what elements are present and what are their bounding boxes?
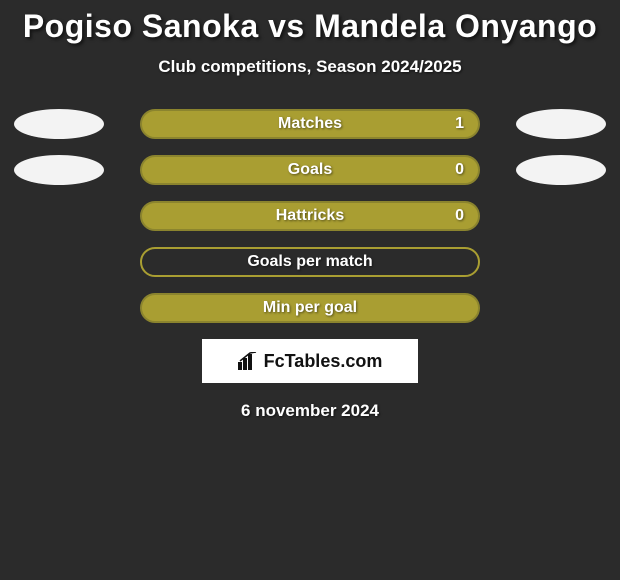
player-ellipse-left bbox=[14, 155, 104, 185]
stats-area: Matches 1 Goals 0 Hattricks 0 Goals per match M… bbox=[0, 109, 620, 323]
stat-row: Min per goal bbox=[0, 293, 620, 323]
date-line: 6 november 2024 bbox=[0, 401, 620, 421]
stat-value-right: 0 bbox=[455, 207, 464, 225]
subtitle: Club competitions, Season 2024/2025 bbox=[0, 57, 620, 77]
stat-label: Goals bbox=[288, 161, 332, 179]
stat-row: Goals 0 bbox=[0, 155, 620, 185]
stat-label: Hattricks bbox=[276, 207, 344, 225]
stat-bar: Goals 0 bbox=[140, 155, 480, 185]
player-ellipse-right bbox=[516, 109, 606, 139]
stat-bar: Goals per match bbox=[140, 247, 480, 277]
stat-row: Matches 1 bbox=[0, 109, 620, 139]
player-ellipse-left bbox=[14, 109, 104, 139]
stat-bar: Hattricks 0 bbox=[140, 201, 480, 231]
page-title: Pogiso Sanoka vs Mandela Onyango bbox=[0, 0, 620, 45]
player-ellipse-right bbox=[516, 155, 606, 185]
stat-label: Matches bbox=[278, 115, 342, 133]
stat-value-right: 0 bbox=[455, 161, 464, 179]
stat-bar: Matches 1 bbox=[140, 109, 480, 139]
chart-icon bbox=[238, 352, 258, 370]
stat-value-right: 1 bbox=[455, 115, 464, 133]
stat-bar: Min per goal bbox=[140, 293, 480, 323]
stat-row: Goals per match bbox=[0, 247, 620, 277]
brand-badge: FcTables.com bbox=[202, 339, 418, 383]
stat-label: Min per goal bbox=[263, 299, 357, 317]
stat-label: Goals per match bbox=[247, 253, 372, 271]
brand-text: FcTables.com bbox=[264, 351, 383, 372]
stat-row: Hattricks 0 bbox=[0, 201, 620, 231]
